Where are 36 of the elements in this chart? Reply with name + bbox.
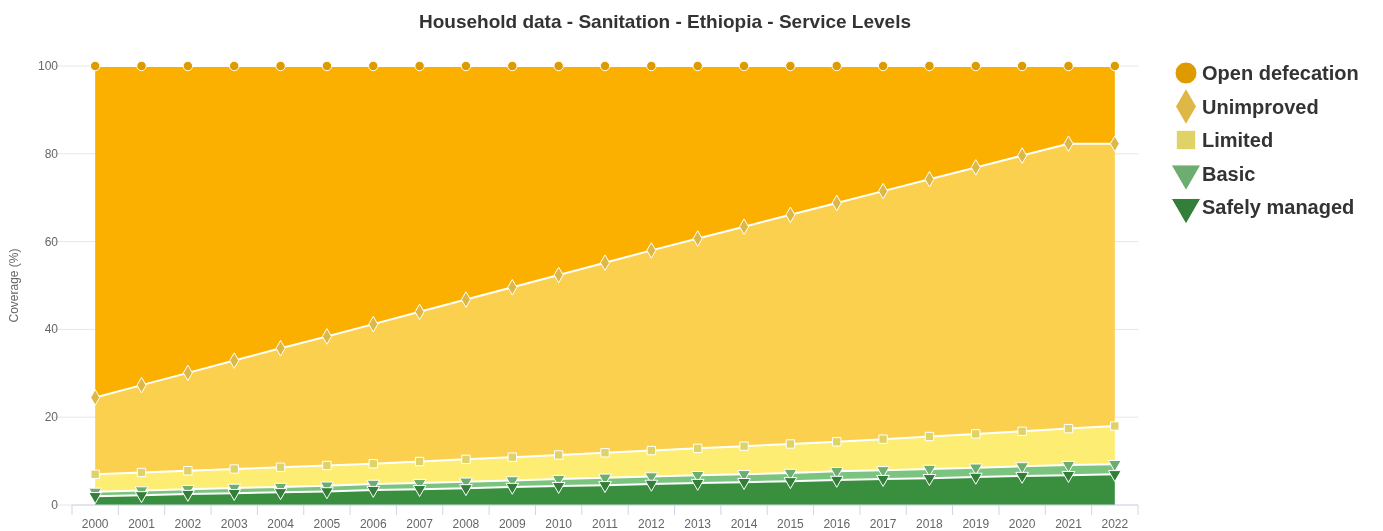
- legend-label: Basic: [1202, 162, 1256, 185]
- x-tick-label: 2011: [592, 517, 619, 531]
- legend-label: Unimproved: [1202, 95, 1319, 118]
- y-tick-label: 80: [44, 146, 59, 161]
- y-tick-label: 0: [51, 498, 59, 512]
- x-tick-label: 2017: [869, 517, 897, 531]
- x-tick-label: 2005: [313, 517, 341, 531]
- y-tick-label: 60: [44, 234, 59, 249]
- x-tick-label: 2015: [777, 517, 805, 531]
- x-tick-label: 2002: [174, 517, 202, 531]
- x-tick-label: 2008: [452, 517, 480, 531]
- y-tick-label: 40: [44, 322, 59, 337]
- y-axis-title: Coverage (%): [7, 248, 21, 323]
- x-tick-label: 2000: [81, 517, 109, 531]
- legend-label: Safely managed: [1202, 196, 1355, 218]
- x-tick-label: 2019: [962, 517, 990, 531]
- x-tick-label: 2022: [1101, 517, 1129, 531]
- legend-label: Open defecation: [1202, 62, 1359, 84]
- x-tick-label: 2007: [406, 517, 434, 531]
- x-tick-label: 2021: [1055, 517, 1083, 531]
- x-tick-label: 2003: [220, 517, 248, 531]
- x-tick-label: 2006: [359, 517, 387, 531]
- x-tick-label: 2013: [684, 517, 712, 531]
- y-tick-label: 20: [44, 410, 59, 425]
- x-tick-label: 2010: [545, 517, 573, 531]
- legend-label: Limited: [1202, 129, 1274, 151]
- chart-title: Household data - Sanitation - Ethiopia - Service Levels: [419, 11, 911, 32]
- x-tick-label: 2012: [638, 517, 666, 531]
- x-tick-label: 2020: [1008, 517, 1036, 531]
- x-tick-label: 2018: [916, 517, 944, 531]
- y-tick-label: 100: [37, 59, 59, 73]
- x-tick-label: 2016: [823, 517, 851, 531]
- x-tick-label: 2004: [267, 517, 295, 531]
- x-tick-label: 2014: [730, 517, 758, 531]
- x-tick-label: 2009: [498, 517, 526, 531]
- x-tick-label: 2001: [128, 517, 156, 531]
